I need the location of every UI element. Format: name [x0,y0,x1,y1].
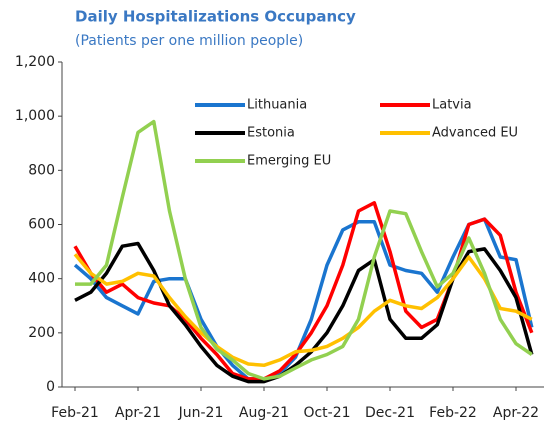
chart-subtitle: (Patients per one million people) [75,33,303,49]
series-line [73,217,534,381]
y-tick-label: 800 [28,162,55,178]
series-line [73,253,533,368]
y-tick-label: 200 [28,325,55,341]
y-tick-label: 1,200 [15,54,55,70]
legend-label: Advanced EU [432,126,518,141]
chart-title: Daily Hospitalizations Occupancy [75,8,356,26]
x-tick-label: Dec-21 [365,405,415,421]
legend-label: Lithuania [247,98,307,113]
x-tick-label: Apr-22 [493,405,539,421]
legend-label: Emerging EU [247,154,331,169]
x-tick-label: Feb-21 [51,405,99,421]
y-tick-label: 400 [28,271,55,287]
x-tick-label: Aug-21 [239,405,289,421]
y-tick-label: 1,000 [15,108,55,124]
y-tick-label: 0 [46,379,55,395]
series-line [75,119,533,381]
x-tick-label: Apr-21 [115,405,161,421]
legend-label: Estonia [247,126,295,141]
y-tick-label: 600 [28,217,55,233]
x-tick-label: Jun-21 [178,405,224,421]
x-tick-label: Oct-21 [303,405,350,421]
x-tick-label: Feb-22 [429,405,477,421]
legend-label: Latvia [432,98,472,113]
